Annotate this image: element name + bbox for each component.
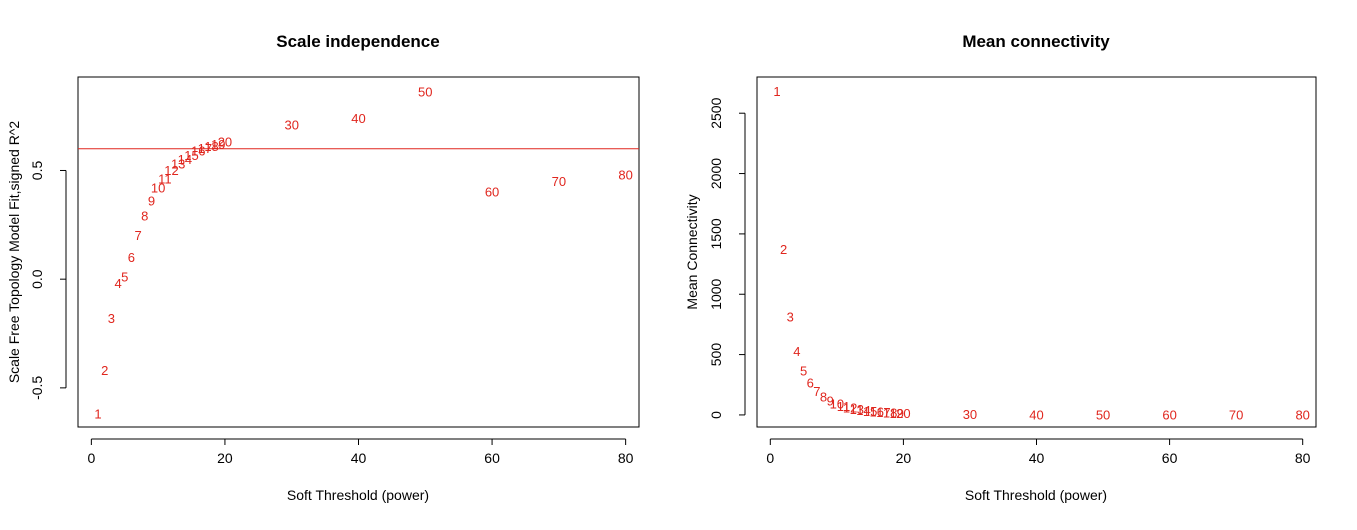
point-label: 13 — [171, 156, 185, 171]
point-label: 18 — [204, 139, 218, 154]
point-label: 8 — [141, 209, 148, 224]
point-label: 60 — [485, 185, 499, 200]
point-label: 60 — [1162, 407, 1176, 422]
chart-title: Scale independence — [276, 32, 439, 51]
point-label: 40 — [1029, 407, 1043, 422]
y-axis: -0.5 0.0 0.5 — [29, 161, 67, 400]
point-label: 19 — [211, 137, 225, 152]
x-tick-label: 20 — [896, 450, 912, 466]
point-label: 2 — [780, 242, 787, 257]
point-label: 15 — [184, 148, 198, 163]
point-label: 70 — [552, 174, 566, 189]
x-tick-label: 60 — [1162, 450, 1178, 466]
point-label: 12 — [843, 401, 857, 416]
point-label: 40 — [351, 111, 365, 126]
x-tick-label: 40 — [1029, 450, 1045, 466]
point-label: 20 — [218, 135, 232, 150]
point-label: 12 — [164, 163, 178, 178]
point-label: 4 — [114, 276, 121, 291]
point-label: 50 — [1096, 407, 1110, 422]
chart-title: Mean connectivity — [962, 32, 1110, 51]
point-label: 9 — [827, 394, 834, 409]
point-label: 30 — [963, 407, 977, 422]
x-tick-label: 0 — [87, 450, 95, 466]
point-label: 16 — [870, 405, 884, 420]
x-tick-label: 0 — [766, 450, 774, 466]
y-tick-label: 2000 — [708, 158, 724, 189]
y-tick-label: 0 — [708, 411, 724, 419]
mean-connectivity-panel: Mean connectivity Soft Threshold (power)… — [684, 32, 1317, 503]
x-axis-label: Soft Threshold (power) — [965, 487, 1107, 503]
point-label: 50 — [418, 85, 432, 100]
point-label: 6 — [128, 250, 135, 265]
x-tick-label: 60 — [484, 450, 500, 466]
y-axis: 0 500 1000 1500 2000 2500 — [708, 97, 746, 419]
point-label: 5 — [800, 363, 807, 378]
x-axis: 0 20 40 60 80 — [87, 438, 634, 466]
y-tick-label: 2500 — [708, 97, 724, 128]
y-tick-label: 0.0 — [29, 269, 45, 289]
point-label: 2 — [101, 363, 108, 378]
point-label: 14 — [856, 403, 870, 418]
scale-independence-panel: Scale independence Soft Threshold (power… — [6, 32, 640, 503]
point-label: 30 — [284, 117, 298, 132]
y-axis-label: Mean Connectivity — [684, 194, 700, 309]
x-tick-label: 40 — [351, 450, 367, 466]
x-tick-label: 80 — [1295, 450, 1311, 466]
plot-frame — [77, 76, 640, 428]
point-label: 13 — [850, 402, 864, 417]
point-label: 14 — [178, 152, 192, 167]
point-label: 6 — [807, 375, 814, 390]
point-label: 11 — [158, 172, 172, 187]
point-label: 9 — [148, 193, 155, 208]
point-label: 4 — [793, 344, 800, 359]
point-label: 17 — [876, 405, 890, 420]
point-label: 1 — [773, 84, 780, 99]
point-label: 10 — [151, 180, 165, 195]
x-tick-label: 80 — [618, 450, 634, 466]
point-label: 1 — [94, 406, 101, 421]
point-label: 80 — [1295, 407, 1309, 422]
point-label: 7 — [134, 228, 141, 243]
y-tick-label: 0.5 — [29, 161, 45, 181]
point-label: 5 — [121, 270, 128, 285]
point-label: 3 — [787, 310, 794, 325]
y-tick-label: 500 — [708, 343, 724, 367]
point-label: 18 — [883, 406, 897, 421]
point-label: 3 — [108, 311, 115, 326]
point-label: 7 — [813, 384, 820, 399]
y-tick-label: 1000 — [708, 278, 724, 309]
plot-frame — [756, 76, 1317, 428]
point-label: 11 — [837, 399, 851, 414]
point-label: 10 — [830, 397, 844, 412]
point-label: 15 — [863, 404, 877, 419]
point-label: 8 — [820, 389, 827, 404]
y-tick-label: 1500 — [708, 218, 724, 249]
point-label: 17 — [198, 141, 212, 156]
point-label: 20 — [896, 406, 910, 421]
point-label: 80 — [618, 167, 632, 182]
x-tick-label: 20 — [217, 450, 233, 466]
x-axis-label: Soft Threshold (power) — [287, 487, 429, 503]
point-label: 16 — [191, 143, 205, 158]
point-label: 19 — [890, 406, 904, 421]
point-label: 70 — [1229, 407, 1243, 422]
y-axis-label: Scale Free Topology Model Fit,signed R^2 — [6, 121, 22, 384]
y-tick-label: -0.5 — [29, 376, 45, 400]
x-axis: 0 20 40 60 80 — [766, 438, 1311, 466]
